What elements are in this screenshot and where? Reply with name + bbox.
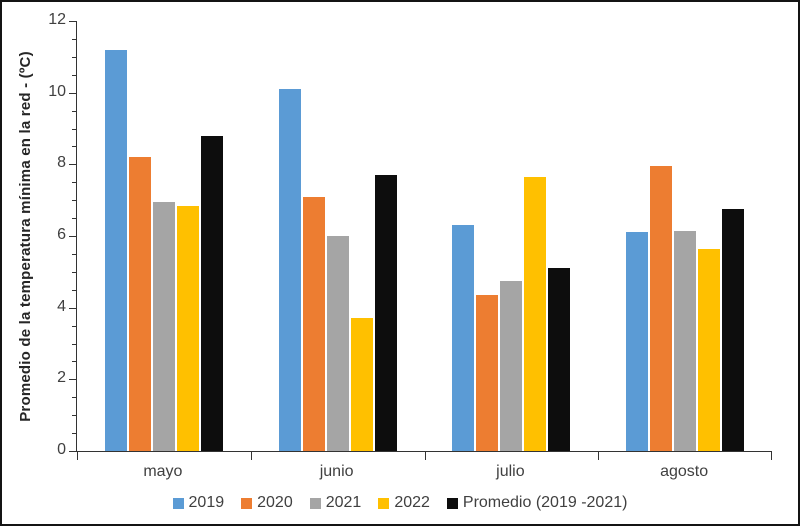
bar-2020-agosto	[650, 166, 673, 451]
y-axis-title-wrap: Promedio de la temperatura mínima en la …	[8, 21, 42, 451]
legend: 2019 2020 2021 2022 Promedio (2019 -2021)	[2, 494, 798, 512]
legend-item-Promedio-(2019--2021): Promedio (2019 -2021)	[446, 494, 628, 512]
bar-2022-agosto	[698, 249, 721, 451]
y-tick-label: 8	[57, 154, 66, 172]
bar-2019-junio	[278, 89, 301, 451]
category-label-junio: junio	[319, 463, 354, 480]
legend-swatch	[309, 497, 321, 509]
bar-group-junio	[251, 21, 425, 451]
legend-label: 2019	[188, 494, 225, 511]
bar-2020-julio	[476, 295, 499, 451]
y-tick-label: 10	[48, 82, 66, 100]
plot-area: 0 2 4 6 8 10 12	[48, 11, 772, 460]
y-minor-tick	[72, 289, 76, 291]
x-axis-tick	[771, 451, 772, 460]
y-minor-tick	[72, 271, 76, 273]
legend-swatch	[172, 497, 184, 509]
bar-2019-agosto	[626, 232, 649, 451]
bar-2022-julio	[524, 177, 547, 451]
legend-item-2022: 2022	[378, 494, 430, 512]
bar-2019-julio	[452, 225, 475, 451]
bar-2020-junio	[302, 197, 325, 451]
legend-swatch	[446, 497, 458, 509]
bar-2022-mayo	[176, 206, 199, 451]
y-minor-tick	[72, 415, 76, 417]
x-axis-tick	[77, 451, 78, 460]
y-tick-label: 4	[57, 297, 66, 315]
y-major-tick	[69, 92, 76, 94]
x-axis-tick	[251, 451, 252, 460]
y-tick-label: 6	[57, 226, 66, 244]
bar-group-julio	[425, 21, 599, 451]
y-tick-label: 0	[57, 441, 66, 459]
bar-2022-junio	[350, 318, 373, 451]
legend-swatch	[241, 497, 253, 509]
bar-2021-mayo	[152, 202, 175, 451]
category-label-mayo: mayo	[143, 463, 183, 480]
bar-group-mayo	[77, 21, 251, 451]
y-minor-tick	[72, 128, 76, 130]
bar-2021-agosto	[674, 231, 697, 451]
y-minor-tick	[72, 218, 76, 220]
y-minor-tick	[72, 325, 76, 327]
bar-Promedio-(2019--2021)-junio	[374, 175, 397, 451]
y-major-tick	[69, 307, 76, 309]
y-major-tick	[69, 451, 76, 452]
y-minor-tick	[72, 397, 76, 399]
legend-label: Promedio (2019 -2021)	[462, 494, 628, 511]
y-minor-tick	[72, 343, 76, 345]
bar-2021-junio	[326, 236, 349, 451]
legend-item-2019: 2019	[172, 494, 225, 512]
bar-Promedio-(2019--2021)-julio	[548, 268, 571, 451]
legend-item-2021: 2021	[309, 494, 362, 512]
legend-item-2020: 2020	[241, 494, 293, 512]
y-minor-tick	[72, 433, 76, 435]
bar-group-agosto	[598, 21, 772, 451]
y-minor-tick	[72, 146, 76, 148]
y-tick-label: 2	[57, 369, 66, 387]
y-major-tick	[69, 236, 76, 237]
y-minor-tick	[72, 200, 76, 202]
y-minor-tick	[72, 56, 76, 58]
y-major-tick	[69, 164, 76, 166]
legend-label: 2020	[257, 494, 293, 511]
y-major-tick	[69, 21, 76, 22]
x-axis-tick	[425, 451, 426, 460]
bar-2020-mayo	[128, 157, 151, 451]
y-tick-label: 12	[48, 11, 66, 29]
bar-2019-mayo	[104, 50, 127, 451]
bar-2021-julio	[500, 281, 523, 451]
bar-Promedio-(2019--2021)-mayo	[200, 136, 223, 451]
legend-label: 2021	[325, 494, 362, 511]
y-minor-tick	[72, 74, 76, 76]
y-minor-tick	[72, 253, 76, 255]
y-minor-tick	[72, 38, 76, 40]
category-label-agosto: agosto	[660, 463, 709, 480]
y-major-tick	[69, 379, 76, 381]
y-minor-tick	[72, 110, 76, 112]
y-minor-tick	[72, 182, 76, 184]
x-axis-tick	[598, 451, 599, 460]
y-minor-tick	[72, 361, 76, 363]
legend-label: 2022	[394, 494, 430, 511]
legend-swatch	[378, 497, 390, 509]
bar-Promedio-(2019--2021)-agosto	[722, 209, 745, 451]
category-label-julio: julio	[496, 463, 525, 480]
y-axis-title: Promedio de la temperatura mínima en la …	[16, 50, 34, 422]
